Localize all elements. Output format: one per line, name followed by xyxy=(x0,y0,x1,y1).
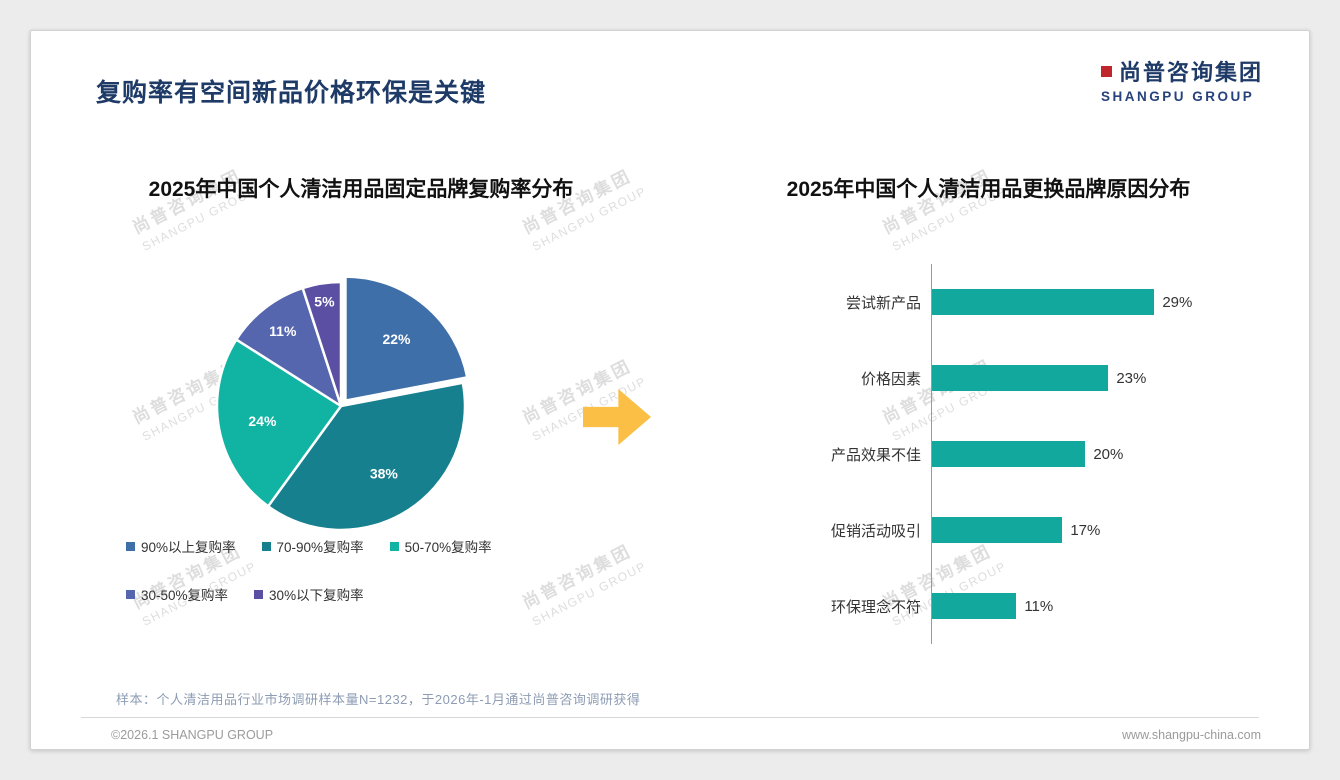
bar-fill xyxy=(932,365,1109,391)
bar-track: 23% xyxy=(931,340,1286,416)
logo-red-mark-icon xyxy=(1100,65,1112,77)
bar-track: 17% xyxy=(931,492,1286,568)
pie-slice xyxy=(215,338,343,508)
bar-value-label: 23% xyxy=(1116,369,1147,387)
bar-category-label: 促销活动吸引 xyxy=(830,522,921,540)
legend-label: 70-90%复购率 xyxy=(276,540,364,555)
logo-row: 尚普咨询集团 xyxy=(1100,55,1263,87)
slide: 尚普咨询集团 SHANGPU GROUP 尚普咨询集团 SHANGPU GROUP 尚普… xyxy=(30,30,1310,750)
legend-swatch xyxy=(126,589,135,599)
footer-copyright: ©2026.1 SHANGPU GROUP xyxy=(111,728,274,742)
sample-note: 样本：个人清洁用品行业市场调研样本量N=1232，于2026年-1月通过尚普咨询… xyxy=(116,692,641,707)
bar-fill xyxy=(932,517,1063,543)
bar-category-label: 产品效果不佳 xyxy=(830,446,921,464)
bar-value-label: 11% xyxy=(1024,597,1054,615)
bar-category-label: 环保理念不符 xyxy=(830,598,921,616)
legend-item: 50-70%复购率 xyxy=(389,536,492,556)
legend-item: 30-50%复购率 xyxy=(126,584,228,604)
legend-label: 30-50%复购率 xyxy=(141,588,229,603)
bar-track: 11% xyxy=(931,568,1286,644)
legend-swatch xyxy=(261,541,271,551)
pie-slice xyxy=(301,280,343,408)
legend-swatch xyxy=(254,589,264,599)
pie-slice xyxy=(266,381,467,532)
pie-slice-label: 38% xyxy=(370,466,399,482)
bar-row: 促销活动吸引 17% xyxy=(691,492,1286,568)
legend-label: 30%以下复购率 xyxy=(269,588,364,603)
arrow-right-icon xyxy=(583,389,651,445)
pie-chart: 22% 38% 24% 11% 5% xyxy=(215,275,469,532)
legend-item: 30%以下复购率 xyxy=(254,584,364,604)
logo: 尚普咨询集团 SHANGPU GROUP xyxy=(1100,55,1263,104)
logo-name-cn: 尚普咨询集团 xyxy=(1118,60,1263,85)
bar-track: 20% xyxy=(931,416,1286,492)
bar-row: 环保理念不符 11% xyxy=(691,568,1286,644)
bar-row: 价格因素 23% xyxy=(691,340,1286,416)
bar-chart: 尝试新产品 29% 价格因素 23% 产品效果不佳 20% 促销活动吸引 17% 环保理念不符 1… xyxy=(691,264,1286,644)
logo-name-en: SHANGPU GROUP xyxy=(1100,89,1255,104)
legend-swatch xyxy=(389,541,399,551)
pie-legend: 90%以上复购率 70-90%复购率 50-70%复购率 30-50%复购率 30%以下… xyxy=(126,536,576,604)
pie-slice xyxy=(344,275,469,402)
footer-divider xyxy=(81,717,1259,718)
slide-content: 复购率有空间新品价格环保是关键 尚普咨询集团 SHANGPU GROUP 202… xyxy=(31,31,1309,749)
page-title: 复购率有空间新品价格环保是关键 xyxy=(96,79,487,107)
bar-row: 产品效果不佳 20% xyxy=(691,416,1286,492)
legend-label: 90%以上复购率 xyxy=(141,540,236,555)
bar-value-label: 17% xyxy=(1070,521,1101,539)
bar-chart-title: 2025年中国个人清洁用品更换品牌原因分布 xyxy=(786,178,1191,201)
bar-row: 尝试新产品 29% xyxy=(691,264,1286,340)
pie-chart-title: 2025年中国个人清洁用品固定品牌复购率分布 xyxy=(148,178,574,201)
bar-fill xyxy=(932,593,1017,619)
legend-item: 90%以上复购率 xyxy=(126,536,236,556)
pie-slice-label: 24% xyxy=(248,413,277,429)
bar-category-label: 价格因素 xyxy=(860,370,921,388)
bar-track: 29% xyxy=(931,264,1286,340)
pie-slice-label: 22% xyxy=(382,331,411,347)
pie-slice-label: 5% xyxy=(314,293,335,309)
legend-item: 70-90%复购率 xyxy=(261,536,364,556)
legend-label: 50-70%复购率 xyxy=(404,540,492,555)
pie-slice xyxy=(235,286,343,408)
bar-category-label: 尝试新产品 xyxy=(845,294,921,312)
legend-swatch xyxy=(126,541,135,551)
footer-website: www.shangpu-china.com xyxy=(1122,728,1261,742)
pie-slice-label: 11% xyxy=(269,323,297,339)
bar-value-label: 20% xyxy=(1093,445,1124,463)
bar-value-label: 29% xyxy=(1162,293,1193,311)
bar-fill xyxy=(932,289,1155,315)
bar-fill xyxy=(932,441,1086,467)
